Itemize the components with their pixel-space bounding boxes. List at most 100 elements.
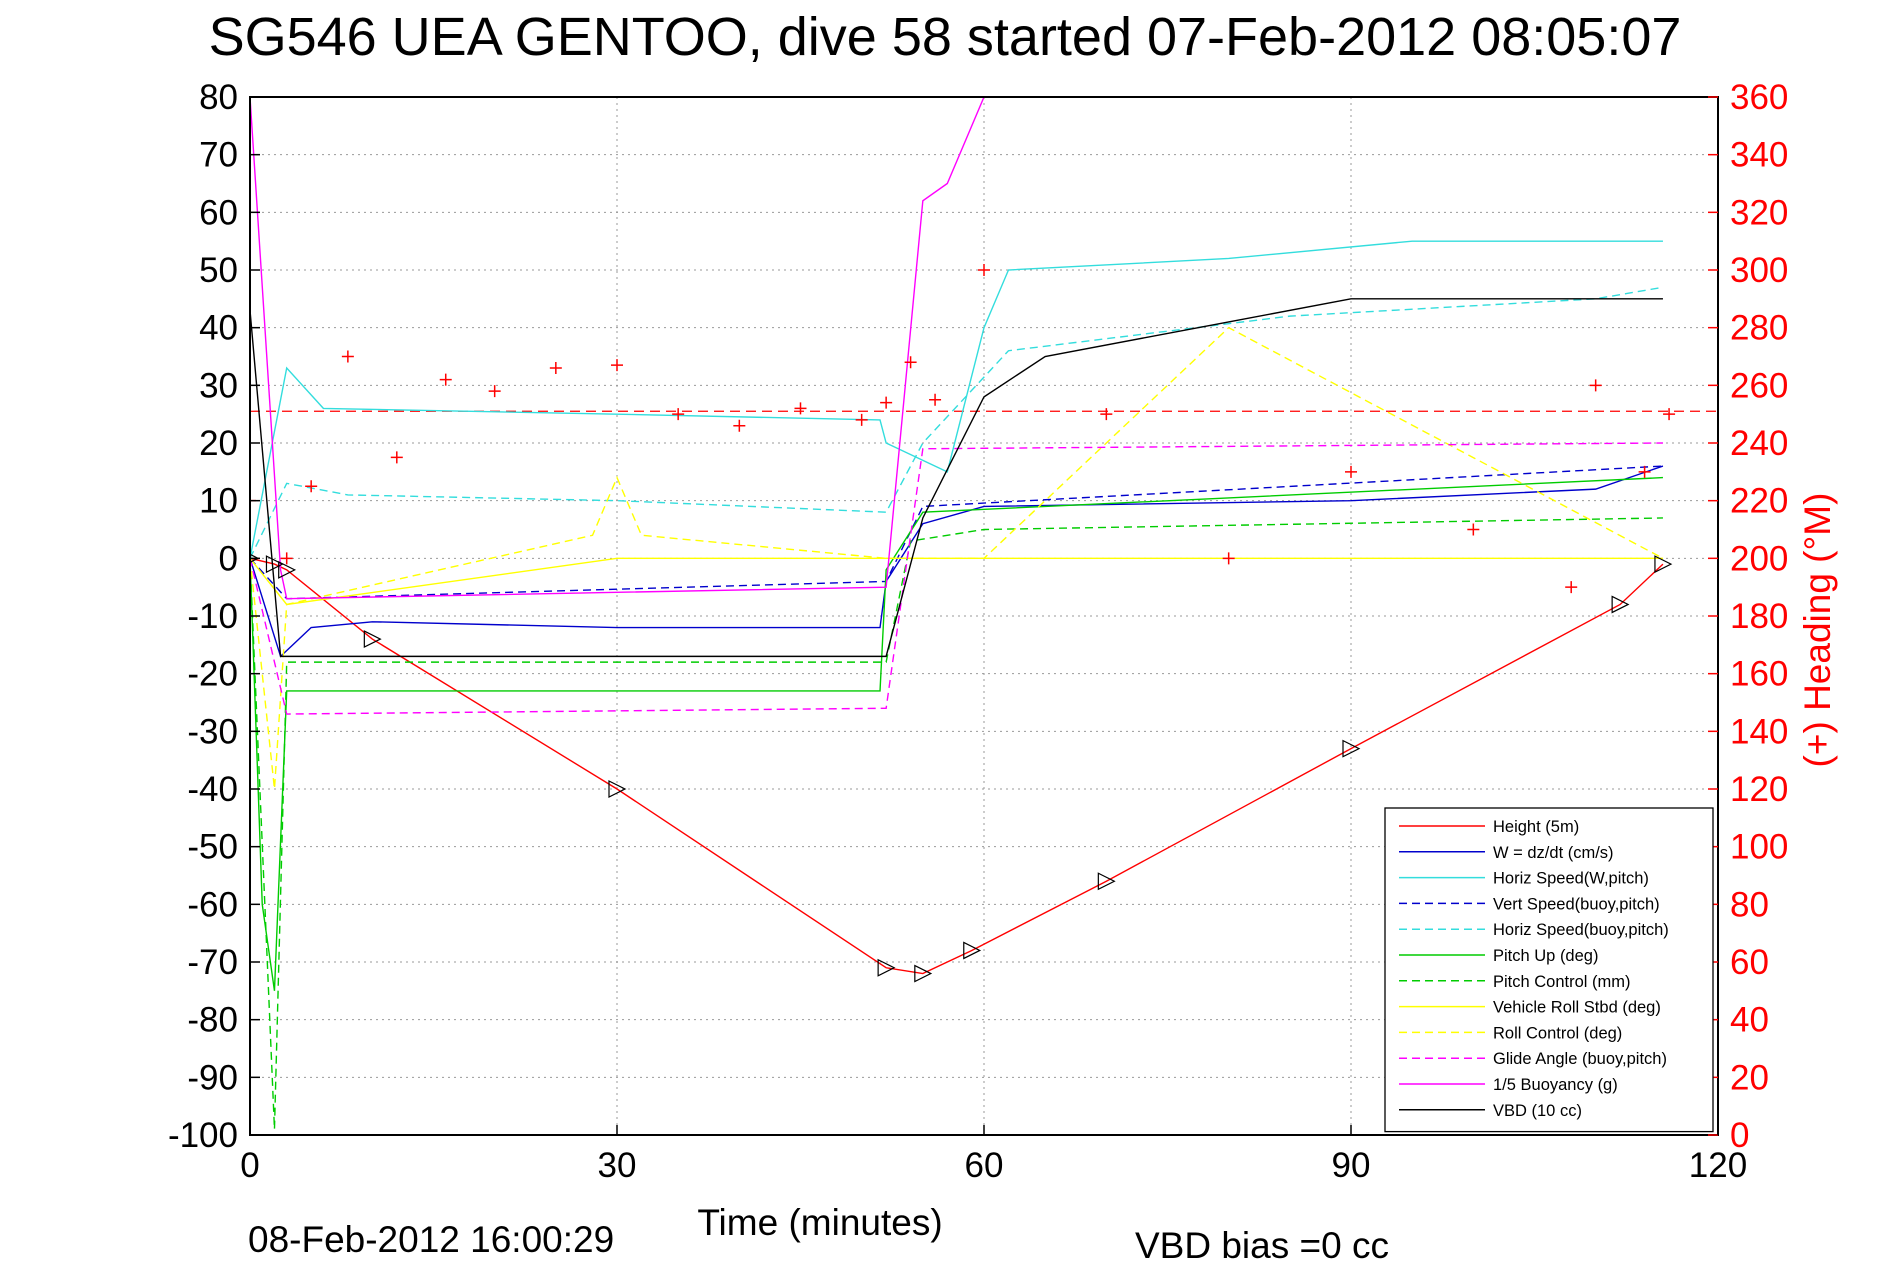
- y-tick-label: -10: [187, 597, 238, 636]
- legend-box: [1384, 807, 1714, 1133]
- legend-label: Horiz Speed(buoy,pitch): [1493, 921, 1669, 939]
- heading-point: [672, 408, 685, 421]
- right-tick-label: 340: [1730, 136, 1788, 175]
- left-axis-ticks: 80 70 60 50 40 30 20 10 0 -10 -20 -30 -40 -50 -60 -70 -8…: [168, 78, 260, 1155]
- heading-point: [904, 356, 917, 369]
- series-roll-control-deg: [250, 326, 1664, 790]
- heading-point: [305, 480, 318, 493]
- x-tick-label: 0: [240, 1146, 259, 1185]
- height-marker: [1097, 872, 1116, 891]
- heading-point: [978, 264, 990, 276]
- right-tick-label: 200: [1730, 539, 1788, 578]
- heading-point: [1589, 379, 1602, 392]
- heading-point: [794, 402, 807, 415]
- height-marker: [1654, 555, 1673, 574]
- legend-label: VBD (10 cc): [1493, 1102, 1582, 1120]
- y-tick-label: 40: [199, 309, 238, 348]
- legend-label: Vert Speed(buoy,pitch): [1493, 895, 1660, 913]
- legend-label: Roll Control (deg): [1493, 1024, 1622, 1042]
- heading-point: [880, 396, 893, 409]
- footer-vbd-bias: VBD bias =0 cc: [1135, 1225, 1389, 1262]
- y-tick-label: -60: [187, 885, 238, 924]
- height-marker: [265, 555, 284, 574]
- right-tick-label: 180: [1730, 597, 1788, 636]
- right-tick-label: 260: [1730, 366, 1788, 405]
- y-tick-label: 20: [199, 424, 238, 463]
- right-axis-label: (+) Heading (°M): [1797, 493, 1838, 768]
- heading-point: [280, 552, 293, 565]
- right-tick-label: 120: [1730, 770, 1788, 809]
- height-marker: [963, 941, 982, 960]
- x-axis-ticks: 0 30 60 90 120: [240, 1125, 1747, 1185]
- y-tick-label: -40: [187, 770, 238, 809]
- y-tick-label: -70: [187, 943, 238, 982]
- footer-date: 08-Feb-2012 16:00:29: [248, 1219, 614, 1260]
- heading-point: [439, 373, 452, 386]
- heading-point: [1638, 465, 1651, 478]
- height-marker: [363, 630, 382, 649]
- y-tick-label: 10: [199, 482, 238, 521]
- series-w-dz-dt-cm-s: [250, 465, 1664, 658]
- x-tick-label: 30: [598, 1146, 637, 1185]
- y-tick-label: 50: [199, 251, 238, 290]
- right-tick-label: 320: [1730, 193, 1788, 232]
- height-marker: [278, 560, 297, 579]
- right-tick-label: 240: [1730, 424, 1788, 463]
- y-tick-label: -50: [187, 828, 238, 867]
- legend: Height (5m) W = dz/dt (cm/s) Horiz Speed(W…: [1384, 807, 1714, 1133]
- right-tick-label: 280: [1730, 309, 1788, 348]
- right-tick-label: 40: [1730, 1001, 1769, 1040]
- right-tick-label: 80: [1730, 885, 1769, 924]
- heading-point: [1345, 465, 1357, 478]
- series-pitch-control-mm: [250, 517, 1663, 1130]
- heading-point: [549, 362, 562, 375]
- legend-label: Pitch Up (deg): [1493, 947, 1598, 965]
- right-tick-label: 20: [1730, 1058, 1769, 1097]
- x-tick-label: 60: [965, 1146, 1004, 1185]
- plot-area: [250, 97, 1718, 1130]
- heading-point: [855, 413, 868, 426]
- heading-point: [929, 393, 942, 406]
- legend-label: Vehicle Roll Stbd (deg): [1493, 999, 1661, 1017]
- x-tick-label: 120: [1689, 1146, 1747, 1185]
- right-tick-label: 220: [1730, 482, 1788, 521]
- height-marker: [1611, 595, 1630, 614]
- height-marker: [914, 964, 933, 983]
- height-marker: [1342, 739, 1361, 758]
- heading-point: [1663, 408, 1676, 421]
- legend-label: Glide Angle (buoy,pitch): [1493, 1050, 1667, 1068]
- heading-point: [1222, 552, 1235, 565]
- series-vbd-10-cc: [250, 298, 1663, 658]
- right-tick-label: 140: [1730, 712, 1788, 751]
- series-height-5m: [250, 557, 1664, 975]
- y-tick-label: 70: [199, 136, 238, 175]
- series-horiz-speed-w-pitch: [250, 240, 1663, 559]
- series-1-5-buoyancy-g: [250, 97, 985, 600]
- heading-point: [1467, 523, 1480, 536]
- heading-point: [733, 419, 746, 432]
- legend-label: Height (5m): [1493, 818, 1579, 836]
- right-tick-label: 100: [1730, 828, 1788, 867]
- y-tick-label: 60: [199, 193, 238, 232]
- heading-point: [341, 350, 354, 363]
- y-tick-label: -20: [187, 655, 238, 694]
- legend-label: W = dz/dt (cm/s): [1493, 844, 1614, 862]
- legend-label: Horiz Speed(W,pitch): [1493, 870, 1649, 888]
- y-tick-label: -100: [168, 1116, 238, 1155]
- y-tick-label: -90: [187, 1058, 238, 1097]
- y-tick-label: -30: [187, 712, 238, 751]
- series-glide-angle-buoy-pitch: [250, 442, 1663, 715]
- right-tick-label: 360: [1730, 78, 1788, 117]
- y-tick-label: -80: [187, 1001, 238, 1040]
- legend-label: 1/5 Buoyancy (g): [1493, 1076, 1618, 1094]
- y-tick-label: 80: [199, 78, 238, 117]
- heading-point: [611, 359, 623, 372]
- height-marker: [608, 780, 627, 798]
- heading-point: [1100, 408, 1113, 421]
- right-tick-label: 300: [1730, 251, 1788, 290]
- height-marker: [877, 958, 896, 977]
- heading-point: [390, 451, 403, 464]
- series-vehicle-roll-stbd-deg: [250, 557, 1663, 606]
- right-axis-ticks: 3603403203002802602402202001801601401201…: [1708, 78, 1788, 1155]
